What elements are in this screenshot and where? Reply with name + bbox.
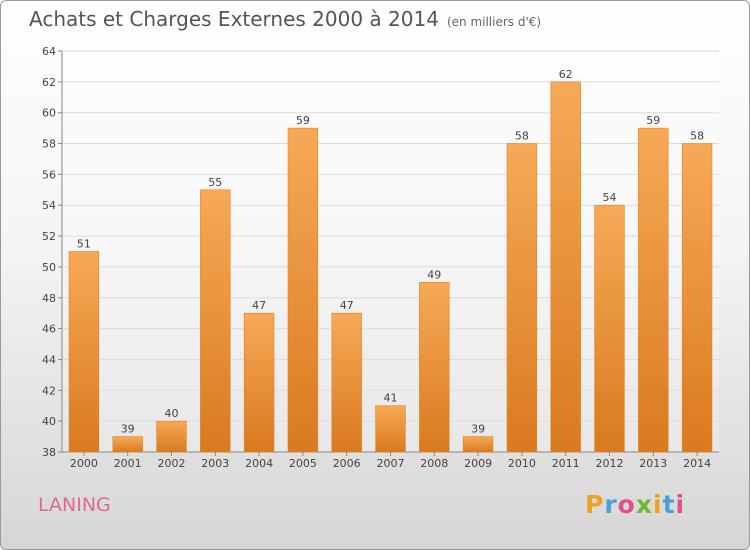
bar-2006 bbox=[331, 312, 362, 453]
data-label-2002: 40 bbox=[165, 407, 179, 420]
data-label-2012: 54 bbox=[603, 191, 617, 204]
chart-title-row: Achats et Charges Externes 2000 à 2014 (e… bbox=[29, 7, 541, 31]
bar-2002 bbox=[156, 420, 187, 453]
logo-letter: P bbox=[585, 490, 605, 519]
logo-letter: x bbox=[635, 490, 653, 519]
logo-letter: i bbox=[675, 490, 686, 519]
place-name: LANING bbox=[38, 494, 111, 516]
y-tick-label: 48 bbox=[42, 292, 56, 305]
data-label-2001: 39 bbox=[121, 423, 135, 436]
data-label-2006: 47 bbox=[340, 299, 354, 312]
bar-2011 bbox=[550, 81, 581, 453]
bar-2008 bbox=[419, 282, 450, 453]
logo-letter: i bbox=[653, 490, 663, 519]
bar-2013 bbox=[638, 127, 669, 453]
x-tick-label-2010: 2010 bbox=[508, 457, 536, 470]
y-tick-label: 38 bbox=[42, 446, 56, 459]
x-tick-label-2002: 2002 bbox=[158, 457, 186, 470]
data-label-2013: 59 bbox=[646, 114, 660, 127]
data-label-2011: 62 bbox=[559, 68, 573, 81]
bar-2009 bbox=[462, 436, 494, 453]
y-tick-label: 64 bbox=[42, 45, 56, 58]
y-tick-label: 58 bbox=[42, 138, 56, 151]
x-tick-label-2007: 2007 bbox=[377, 457, 405, 470]
data-label-2007: 41 bbox=[384, 392, 398, 405]
y-tick-label: 50 bbox=[42, 261, 56, 274]
logo-letter: o bbox=[617, 490, 636, 519]
y-tick-label: 56 bbox=[42, 168, 56, 181]
bar-2004 bbox=[243, 312, 275, 453]
bar-2001 bbox=[112, 436, 143, 453]
proxiti-logo: Proxiti bbox=[585, 490, 685, 519]
bar-2007 bbox=[375, 405, 406, 453]
bar-2000 bbox=[68, 251, 100, 453]
y-tick-label: 60 bbox=[42, 107, 56, 120]
y-tick-label: 40 bbox=[42, 415, 56, 428]
data-label-2009: 39 bbox=[471, 423, 485, 436]
logo-letter: r bbox=[604, 490, 618, 519]
x-tick-label-2000: 2000 bbox=[70, 457, 98, 470]
y-tick-label: 42 bbox=[42, 384, 56, 397]
bar-2003 bbox=[200, 189, 231, 453]
data-label-2010: 58 bbox=[515, 130, 529, 143]
x-tick-label-2005: 2005 bbox=[289, 457, 317, 470]
data-label-2014: 58 bbox=[690, 130, 704, 143]
x-tick-label-2003: 2003 bbox=[201, 457, 229, 470]
x-tick-label-2001: 2001 bbox=[114, 457, 142, 470]
y-tick-label: 44 bbox=[42, 353, 56, 366]
bar-2005 bbox=[287, 127, 319, 453]
data-label-2000: 51 bbox=[77, 238, 91, 251]
data-label-2005: 59 bbox=[296, 114, 310, 127]
logo-letter: t bbox=[662, 490, 676, 519]
data-label-2003: 55 bbox=[208, 176, 222, 189]
bar-2014 bbox=[681, 143, 713, 453]
x-tick-label-2012: 2012 bbox=[596, 457, 624, 470]
y-tick-label: 54 bbox=[42, 199, 56, 212]
chart-title: Achats et Charges Externes 2000 à 2014 bbox=[29, 7, 439, 31]
bar-2012 bbox=[594, 204, 625, 453]
chart-subtitle: (en milliers d'€) bbox=[446, 15, 542, 29]
bar-2010 bbox=[506, 143, 538, 453]
x-tick-label-2004: 2004 bbox=[245, 457, 273, 470]
x-tick-label-2009: 2009 bbox=[464, 457, 492, 470]
x-tick-label-2013: 2013 bbox=[639, 457, 667, 470]
x-tick-label-2011: 2011 bbox=[552, 457, 580, 470]
x-tick-label-2008: 2008 bbox=[420, 457, 448, 470]
data-label-2004: 47 bbox=[252, 299, 266, 312]
data-label-2008: 49 bbox=[427, 268, 441, 281]
y-tick-label: 52 bbox=[42, 230, 56, 243]
y-tick-label: 46 bbox=[42, 323, 56, 336]
x-tick-label-2006: 2006 bbox=[333, 457, 361, 470]
y-tick-label: 62 bbox=[42, 76, 56, 89]
x-tick-label-2014: 2014 bbox=[683, 457, 711, 470]
